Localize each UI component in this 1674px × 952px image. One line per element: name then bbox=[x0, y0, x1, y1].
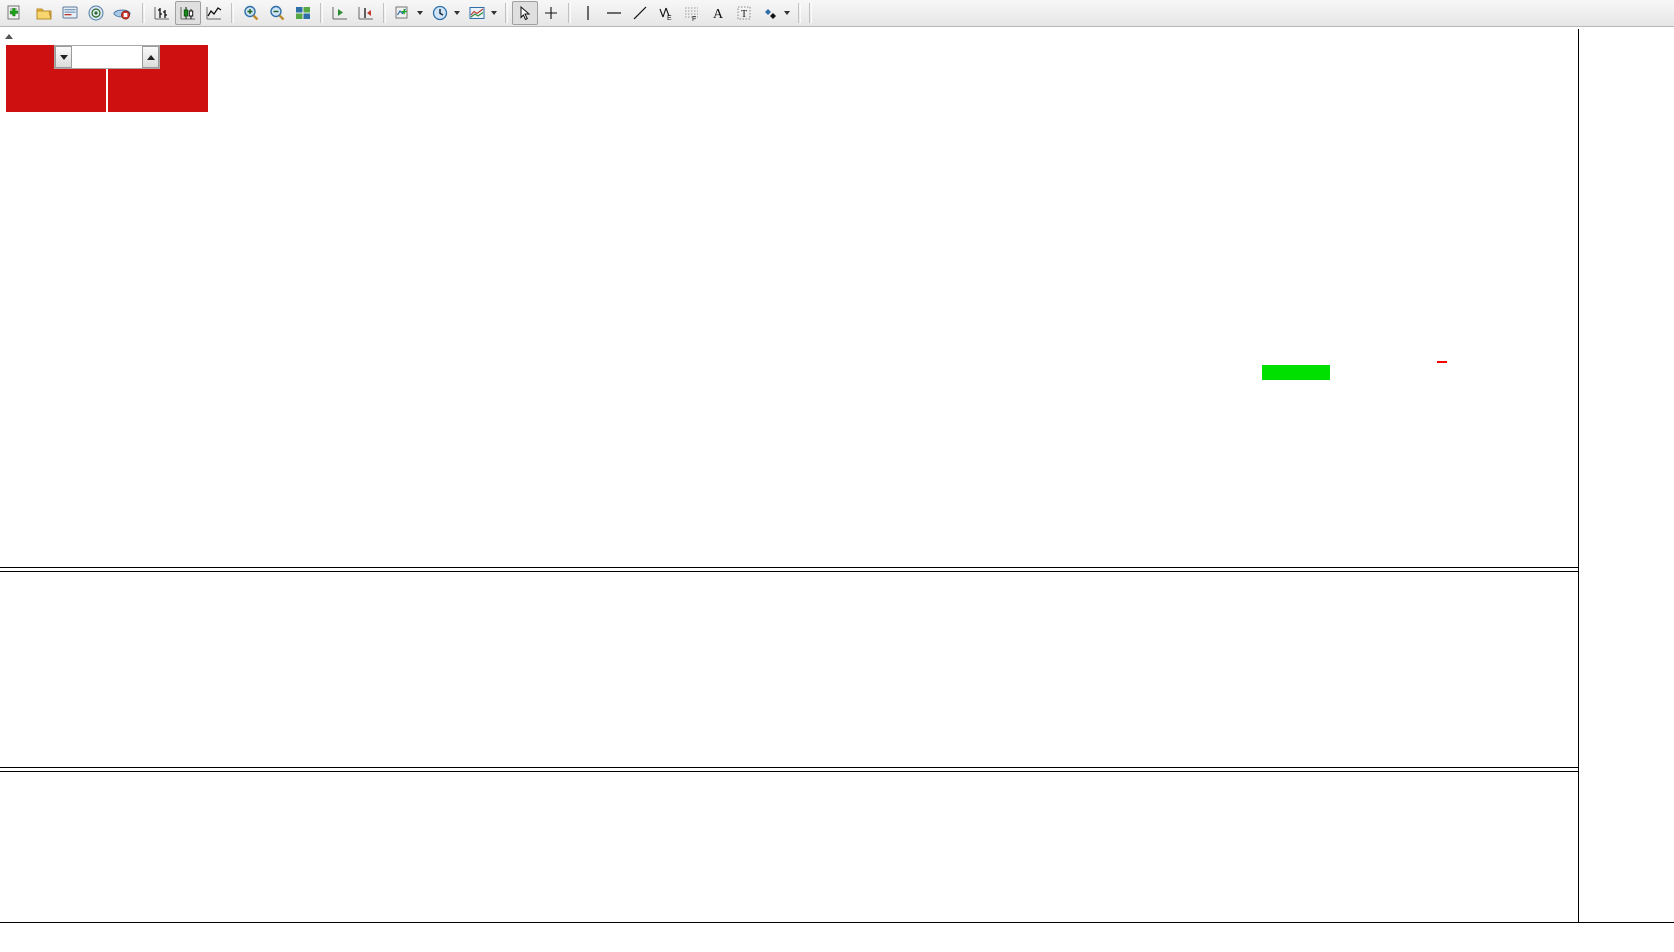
zoom-in-button[interactable] bbox=[238, 1, 264, 25]
toolbar-separator bbox=[383, 3, 386, 23]
vertical-line-icon bbox=[587, 6, 589, 20]
bar-chart-icon bbox=[154, 7, 169, 20]
tile-windows-button[interactable] bbox=[290, 1, 316, 25]
elliott-wave-button[interactable]: E bbox=[653, 1, 679, 25]
add-indicator-icon bbox=[395, 6, 408, 19]
cursor-tool-button[interactable] bbox=[512, 1, 538, 25]
data-window-button[interactable] bbox=[109, 1, 138, 25]
templates-button[interactable] bbox=[464, 1, 501, 25]
candlestick-chart-button[interactable] bbox=[175, 1, 201, 25]
chart-autoscroll-button[interactable] bbox=[353, 1, 379, 25]
trendline-button[interactable] bbox=[627, 1, 653, 25]
chevron-down-icon[interactable] bbox=[784, 11, 790, 15]
bar-chart-button[interactable] bbox=[149, 1, 175, 25]
periods-button[interactable] bbox=[427, 1, 464, 25]
sell-price-button[interactable] bbox=[6, 69, 106, 112]
green-highlight-marker[interactable] bbox=[1262, 365, 1330, 380]
horizontal-line-button[interactable] bbox=[601, 1, 627, 25]
chevron-up-icon bbox=[146, 54, 155, 60]
text-label-button[interactable]: T bbox=[731, 1, 757, 25]
terminal-button[interactable] bbox=[57, 1, 83, 25]
folder-icon bbox=[36, 8, 52, 20]
templates-icon bbox=[469, 7, 485, 19]
buy-price-button[interactable] bbox=[108, 69, 208, 112]
macd-pane-divider-2 bbox=[0, 571, 1578, 572]
text-icon: A bbox=[713, 7, 724, 22]
candlestick-chart-icon bbox=[180, 7, 195, 20]
tile-windows-icon bbox=[296, 7, 310, 19]
chart-shift-button[interactable] bbox=[327, 1, 353, 25]
chevron-down-icon bbox=[59, 54, 68, 60]
elliott-wave-icon: E bbox=[659, 7, 672, 22]
text-button[interactable]: A bbox=[705, 1, 731, 25]
folder-button[interactable] bbox=[31, 1, 57, 25]
volume-decrement-button[interactable] bbox=[55, 46, 72, 68]
toolbar-separator bbox=[809, 3, 812, 23]
time-axis[interactable] bbox=[0, 922, 1674, 952]
toolbar-separator bbox=[568, 3, 571, 23]
navigator-icon bbox=[88, 5, 104, 21]
chart-drawing-surface[interactable] bbox=[0, 29, 1578, 922]
rsi-pane-divider-2 bbox=[0, 771, 1578, 772]
chart-canvas[interactable] bbox=[0, 29, 1578, 922]
navigator-button[interactable] bbox=[83, 1, 109, 25]
chevron-down-icon[interactable] bbox=[454, 11, 460, 15]
shapes-icon bbox=[765, 9, 776, 19]
volume-increment-button[interactable] bbox=[142, 46, 159, 68]
volume-stepper[interactable] bbox=[54, 45, 160, 69]
line-chart-button[interactable] bbox=[201, 1, 227, 25]
data-window-icon bbox=[113, 9, 131, 20]
line-chart-icon bbox=[206, 7, 222, 20]
toolbar-separator bbox=[231, 3, 234, 23]
price-axis[interactable] bbox=[1578, 29, 1674, 922]
buy-label[interactable] bbox=[160, 45, 208, 69]
svg-text:T: T bbox=[741, 9, 747, 20]
zoom-out-icon bbox=[270, 5, 285, 21]
chart-autoscroll-icon bbox=[358, 7, 373, 20]
zoom-out-button[interactable] bbox=[264, 1, 290, 25]
new-order-icon bbox=[7, 5, 20, 20]
shapes-button[interactable] bbox=[757, 1, 794, 25]
crosshair-tool-button[interactable] bbox=[538, 1, 564, 25]
svg-text:F: F bbox=[692, 16, 696, 22]
chart-shift-icon bbox=[332, 7, 347, 20]
volume-input[interactable] bbox=[72, 46, 142, 68]
fibonacci-icon: F bbox=[685, 7, 698, 22]
sell-label[interactable] bbox=[6, 45, 54, 69]
toolbar-separator bbox=[505, 3, 508, 23]
zoom-in-icon bbox=[244, 5, 259, 21]
new-order-button[interactable] bbox=[2, 1, 31, 25]
price-tag-label[interactable] bbox=[1437, 361, 1447, 363]
symbol-header bbox=[0, 29, 19, 43]
add-indicator-button[interactable] bbox=[390, 1, 427, 25]
vertical-line-button[interactable] bbox=[575, 1, 601, 25]
toolbar-separator bbox=[142, 3, 145, 23]
terminal-icon bbox=[62, 6, 78, 19]
svg-text:A: A bbox=[713, 7, 724, 22]
chevron-down-icon[interactable] bbox=[491, 11, 497, 15]
toolbar-separator bbox=[320, 3, 323, 23]
trade-panel-bottom-row bbox=[6, 69, 208, 112]
macd-pane-divider bbox=[0, 567, 1578, 568]
main-toolbar: E F A T bbox=[0, 0, 1674, 27]
toolbar-separator bbox=[798, 3, 801, 23]
rsi-pane-divider bbox=[0, 767, 1578, 768]
fibonacci-button[interactable]: F bbox=[679, 1, 705, 25]
trendline-icon bbox=[633, 6, 647, 20]
periods-icon bbox=[432, 5, 448, 21]
collapse-triangle-icon[interactable] bbox=[5, 33, 13, 39]
one-click-trading-panel[interactable] bbox=[6, 45, 208, 112]
chevron-down-icon[interactable] bbox=[417, 11, 423, 15]
horizontal-line-icon bbox=[607, 12, 621, 14]
text-label-icon: T bbox=[737, 6, 751, 20]
crosshair-icon bbox=[545, 7, 557, 19]
cursor-icon bbox=[520, 5, 531, 21]
svg-text:E: E bbox=[667, 15, 672, 22]
trade-panel-top-row bbox=[6, 45, 208, 69]
